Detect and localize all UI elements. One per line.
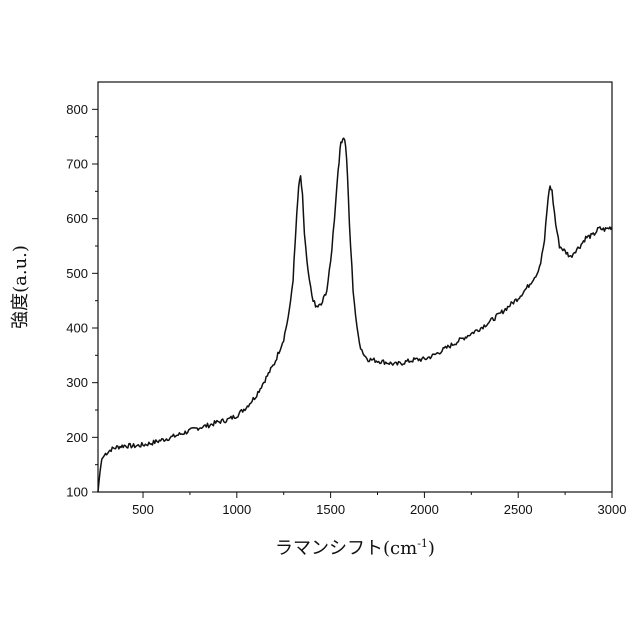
x-axis-ticks: 500 1000 1500 2000 2500 3000 xyxy=(132,492,626,517)
plot-frame xyxy=(98,82,612,492)
y-tick-label: 400 xyxy=(66,321,88,336)
y-tick-label: 100 xyxy=(66,485,88,500)
x-tick-label: 3000 xyxy=(598,502,627,517)
x-tick-label: 500 xyxy=(132,502,154,517)
y-tick-label: 300 xyxy=(66,375,88,390)
x-axis-title-base: ラマンシフト(cm xyxy=(275,538,417,559)
x-tick-label: 2000 xyxy=(410,502,439,517)
x-tick-label: 1000 xyxy=(222,502,251,517)
y-tick-label: 500 xyxy=(66,266,88,281)
x-tick-label: 2500 xyxy=(504,502,533,517)
x-tick-label: 1500 xyxy=(316,502,345,517)
x-axis-title-close: ) xyxy=(428,538,435,559)
spectrum-line xyxy=(98,138,612,492)
y-tick-label: 800 xyxy=(66,102,88,117)
y-tick-label: 200 xyxy=(66,430,88,445)
x-axis-title-sup: -1 xyxy=(417,537,428,550)
y-axis-title: 強度(a.u.) xyxy=(10,245,31,329)
y-tick-label: 700 xyxy=(66,157,88,172)
x-axis-title: ラマンシフト(cm-1) xyxy=(275,537,435,559)
y-tick-label: 600 xyxy=(66,211,88,226)
y-axis-ticks: 100 200 300 400 500 600 700 800 xyxy=(66,102,98,500)
